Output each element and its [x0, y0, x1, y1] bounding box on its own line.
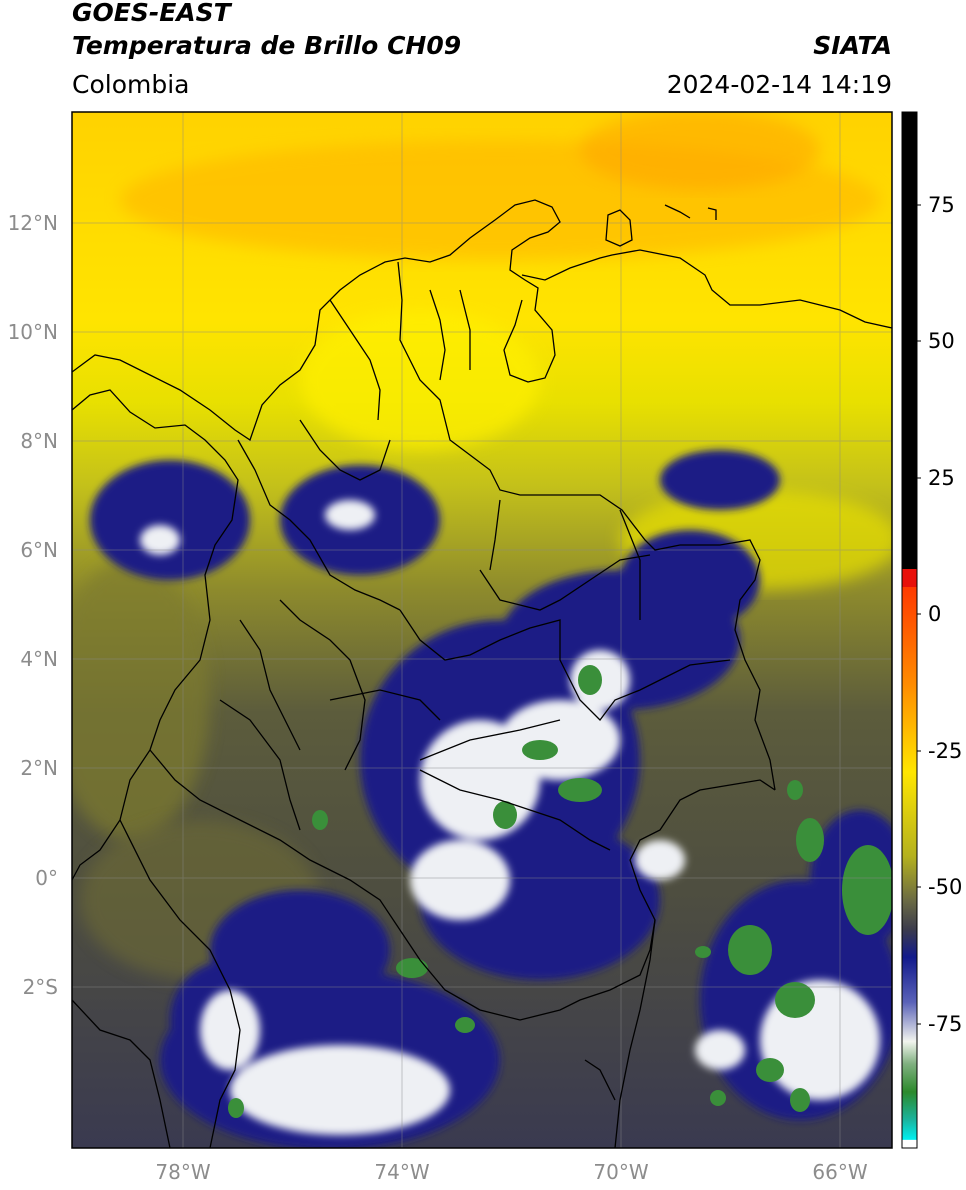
- region-label: Colombia: [72, 70, 190, 99]
- lon-label-70w: 70°W: [593, 1160, 649, 1184]
- coastline-borders: [72, 199, 892, 1148]
- lat-label-10n: 10°N: [7, 320, 58, 344]
- brightness-temperature-field: [72, 112, 892, 1148]
- lat-label-0: 0°: [35, 866, 58, 890]
- lat-label-2s: 2°S: [22, 975, 58, 999]
- graticule: [72, 112, 892, 1148]
- colorbar-tick-75: 75: [928, 193, 955, 217]
- product-title: Temperatura de Brillo CH09: [72, 31, 462, 60]
- satellite-title: GOES-EAST: [72, 0, 231, 27]
- lon-label-74w: 74°W: [374, 1160, 430, 1184]
- colorbar-tick-minus-75: -75: [928, 1012, 963, 1036]
- lat-label-4n: 4°N: [20, 647, 58, 671]
- colorbar-tick-50: 50: [928, 329, 955, 353]
- colorbar-tick-25: 25: [928, 466, 955, 490]
- colorbar: [901, 111, 921, 1149]
- colorbar-tick-0: 0: [928, 602, 942, 626]
- lat-label-12n: 12°N: [7, 211, 58, 235]
- colorbar-tick-minus-50: -50: [928, 875, 963, 899]
- colorbar-tick-minus-25: -25: [928, 739, 963, 763]
- datetime-label: 2024-02-14 14:19: [666, 70, 892, 99]
- lat-label-8n: 8°N: [20, 429, 58, 453]
- map-frame: [71, 111, 893, 1149]
- lat-label-6n: 6°N: [20, 538, 58, 562]
- lon-label-66w: 66°W: [812, 1160, 868, 1184]
- lat-label-2n: 2°N: [20, 756, 58, 780]
- agency-label: SIATA: [813, 31, 892, 60]
- lon-label-78w: 78°W: [155, 1160, 211, 1184]
